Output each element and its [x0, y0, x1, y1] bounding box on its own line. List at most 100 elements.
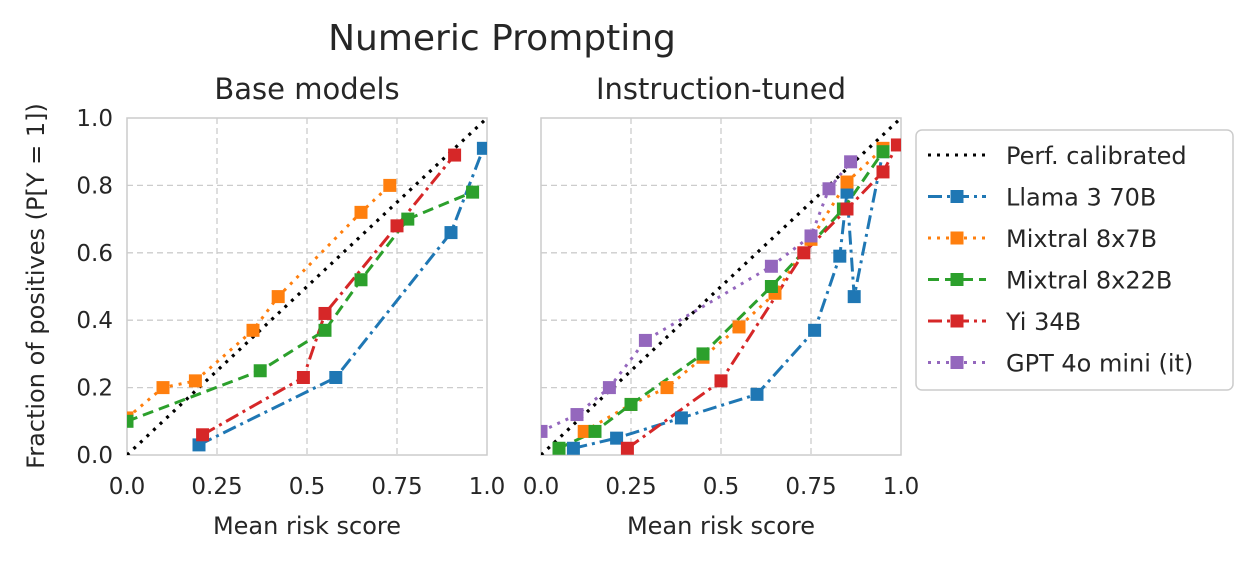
point-yi-34b [620, 441, 634, 455]
panel-title-instruction-tuned: Instruction-tuned [596, 72, 846, 106]
axes-frame [126, 117, 488, 456]
point-llama-3-70b [833, 249, 847, 263]
point-yi-34b [797, 246, 811, 260]
legend-label-yi-34b: Yi 34B [1005, 308, 1081, 336]
y-tick-label: 1.0 [76, 106, 113, 132]
point-yi-34b [890, 138, 901, 152]
y-axis-label: Fraction of positives (P[Y = 1]) [22, 103, 50, 469]
point-mixtral-8x22b [552, 441, 566, 455]
plot-area [541, 118, 901, 455]
point-mixtral-8x22b [588, 424, 602, 438]
legend-box [915, 129, 1234, 391]
point-gpt-4o-mini-it [822, 182, 836, 196]
figure-title: Numeric Prompting [328, 18, 676, 59]
point-mixtral-8x22b [624, 397, 638, 411]
point-mixtral-8x7b [188, 374, 202, 388]
point-gpt-4o-mini-it [602, 381, 616, 395]
y-tick-label: 0.0 [76, 443, 113, 469]
x-tick-label: 0.0 [523, 474, 560, 500]
point-mixtral-8x22b [876, 145, 890, 159]
point-llama-3-70b [840, 185, 854, 199]
point-mixtral-8x22b [127, 414, 134, 428]
x-tick-label: 0.5 [289, 474, 326, 500]
point-mixtral-8x22b [318, 323, 332, 337]
panel-base-models: Base models Mean risk score 0.0 0.25 0.5 0.… [76, 72, 505, 540]
point-yi-34b [390, 219, 404, 233]
x-tick-label: 0.75 [785, 474, 836, 500]
point-llama-3-70b [674, 411, 688, 425]
series-line-mixtral-8x22b-base-models [127, 190, 474, 423]
series-line-perf-calibrated-instruction-tuned [541, 118, 901, 455]
series-line-gpt-4o-mini-it-instruction-tuned [541, 160, 852, 433]
series-line-llama-3-70b-base-models [198, 147, 485, 447]
legend-marker-yi-34b [950, 314, 964, 328]
panel-instruction-tuned: Instruction-tuned Mean risk score 0.0 0.2… [523, 72, 920, 540]
point-llama-3-70b [329, 370, 343, 384]
y-tick-label: 0.6 [76, 241, 113, 267]
x-tick-label: 0.0 [109, 474, 146, 500]
y-tick-label: 0.4 [76, 308, 113, 334]
panel-title-base-models: Base models [214, 72, 399, 106]
legend-marker-gpt-4o-mini-it [950, 356, 964, 369]
point-gpt-4o-mini-it [541, 424, 548, 438]
legend-label-mixtral-8x7b: Mixtral 8x7B [1006, 225, 1157, 253]
legend-label-llama-3-70b: Llama 3 70B [1006, 184, 1156, 212]
x-tick-label: 1.0 [883, 474, 920, 500]
point-llama-3-70b [192, 438, 206, 452]
legend-marker-llama-3-70b [950, 190, 964, 203]
point-mixtral-8x7b [271, 290, 285, 304]
point-mixtral-8x22b [764, 280, 778, 293]
point-gpt-4o-mini-it [764, 259, 778, 273]
x-tick-label: 0.5 [703, 474, 740, 500]
point-llama-3-70b [476, 141, 487, 155]
point-llama-3-70b [444, 226, 458, 240]
point-mixtral-8x22b [466, 185, 480, 199]
plot-area [127, 118, 487, 455]
point-mixtral-8x22b [401, 212, 415, 226]
point-mixtral-8x7b [246, 323, 260, 337]
point-mixtral-8x7b [354, 205, 368, 219]
point-yi-34b [196, 428, 210, 442]
point-mixtral-8x7b [660, 381, 674, 395]
point-llama-3-70b [750, 387, 764, 401]
point-mixtral-8x7b [732, 320, 746, 334]
point-gpt-4o-mini-it [638, 333, 652, 347]
x-tick-label: 1.0 [469, 474, 506, 500]
series-line-yi-34b-base-models [201, 154, 456, 437]
point-mixtral-8x22b [696, 347, 710, 361]
point-mixtral-8x22b [253, 364, 267, 378]
y-tick-label: 0.2 [76, 376, 113, 402]
x-tick-label: 0.75 [371, 474, 422, 500]
legend-marker-mixtral-8x22b [950, 273, 964, 286]
legend: Perf. calibrated Llama 3 70B Mixtral 8x7B M… [915, 129, 1234, 391]
series-line-mixtral-8x7b-instruction-tuned [583, 147, 885, 433]
y-tick-label: 0.8 [76, 173, 113, 199]
x-tick-label: 0.25 [605, 474, 656, 500]
point-mixtral-8x7b [577, 424, 591, 438]
point-llama-3-70b [808, 323, 822, 337]
point-gpt-4o-mini-it [804, 229, 818, 243]
point-yi-34b [876, 165, 890, 179]
legend-marker-mixtral-8x7b [950, 231, 964, 245]
legend-label-perf-calibrated: Perf. calibrated [1006, 142, 1187, 170]
point-mixtral-8x7b [383, 178, 397, 192]
point-yi-34b [840, 202, 854, 216]
axes-frame [540, 117, 902, 456]
point-yi-34b [448, 148, 462, 162]
point-llama-3-70b [610, 431, 624, 445]
legend-label-gpt-4o-mini-it: GPT 4o mini (it) [1006, 350, 1193, 378]
legend-label-mixtral-8x22b: Mixtral 8x22B [1006, 267, 1172, 295]
point-mixtral-8x7b [156, 381, 170, 395]
point-yi-34b [714, 374, 728, 388]
x-axis-label-base-models: Mean risk score [213, 512, 401, 540]
series-line-perf-calibrated-base-models [127, 118, 487, 455]
point-gpt-4o-mini-it [844, 155, 858, 169]
point-yi-34b [296, 370, 310, 384]
point-gpt-4o-mini-it [570, 408, 584, 422]
point-llama-3-70b [847, 290, 861, 304]
point-mixtral-8x7b [840, 175, 854, 189]
point-yi-34b [318, 306, 332, 320]
point-llama-3-70b [566, 441, 580, 455]
x-axis-label-instruction-tuned: Mean risk score [627, 512, 815, 540]
